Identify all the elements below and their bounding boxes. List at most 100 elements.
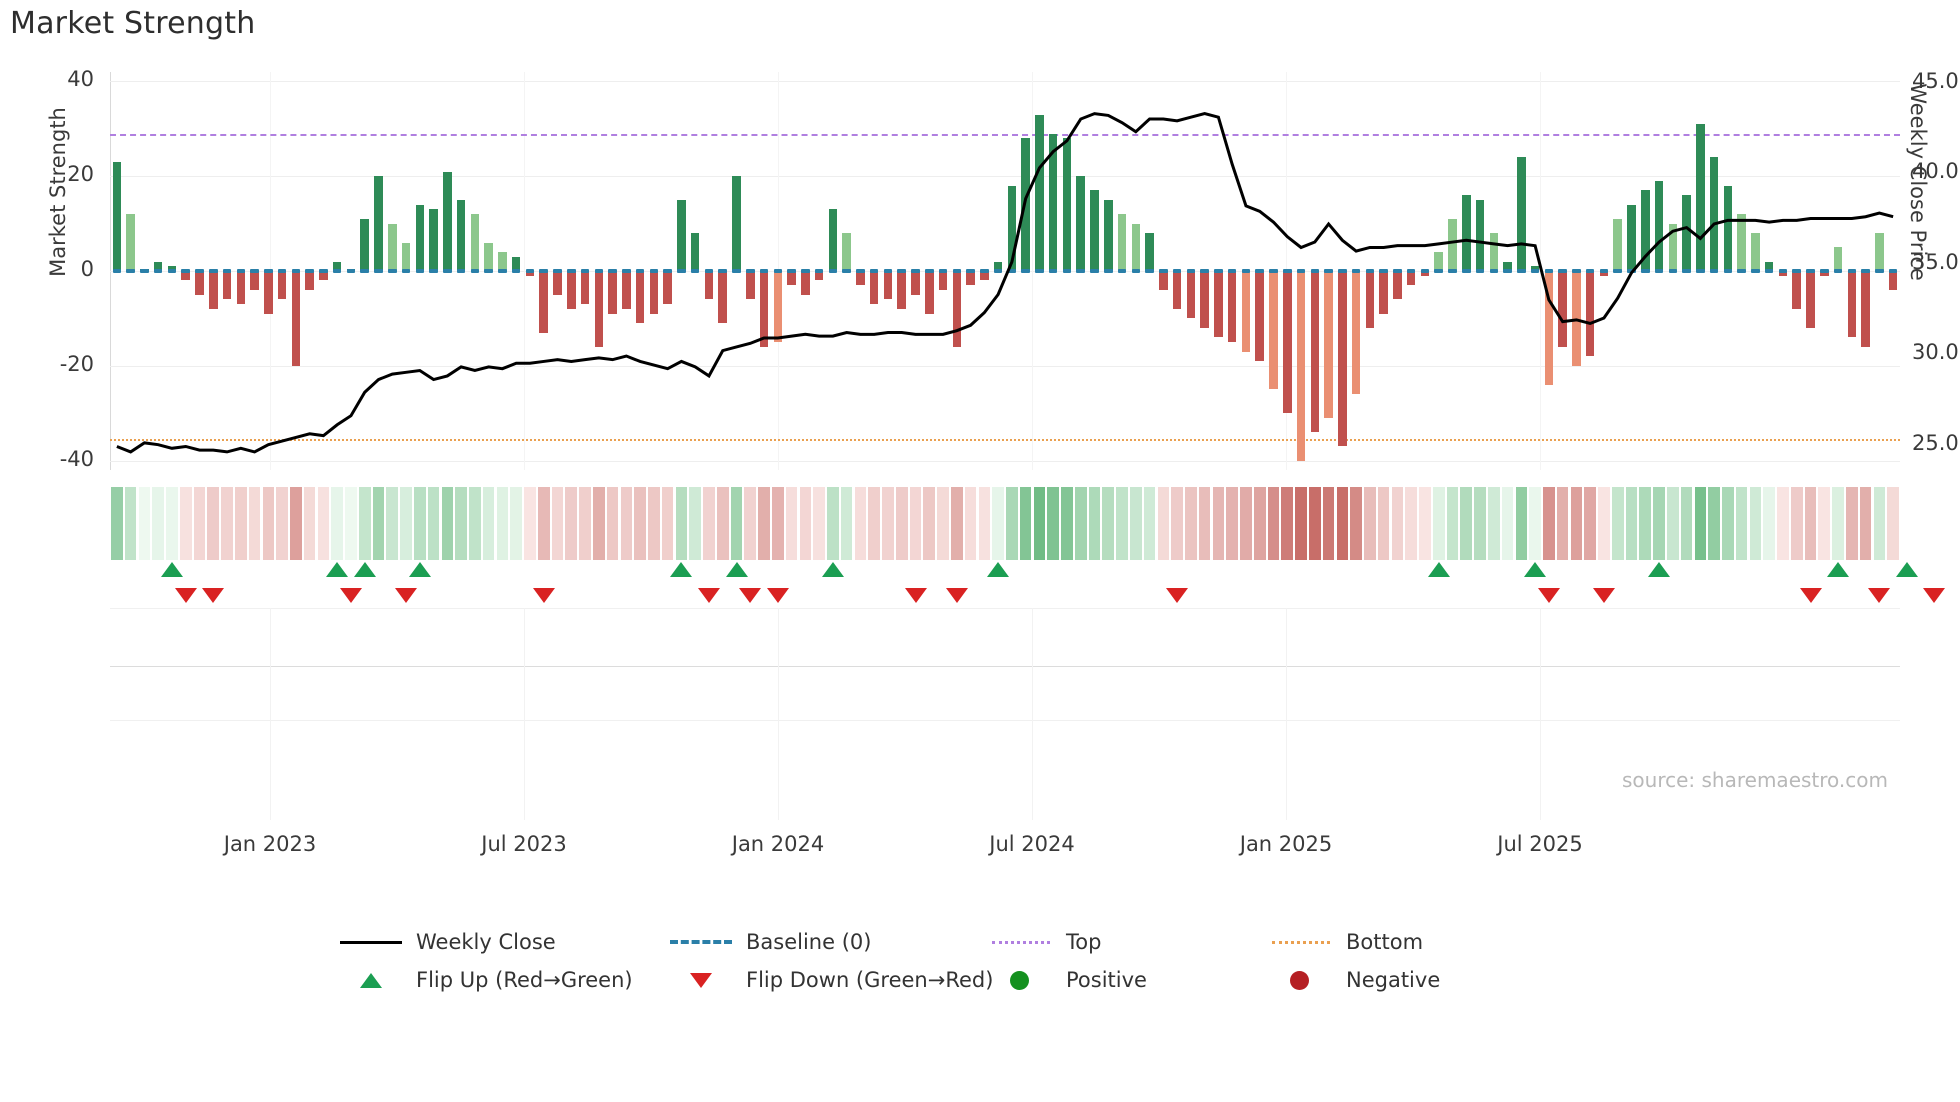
bar [938, 271, 948, 290]
bar [1558, 271, 1567, 347]
baseline-segment [869, 269, 879, 273]
flip-marker-rows [110, 560, 1946, 608]
heatmap-cell [290, 487, 302, 560]
heatmap-cell [1584, 487, 1596, 560]
bar [1764, 261, 1774, 271]
bar [1062, 138, 1072, 271]
heatmap-cell [882, 487, 894, 560]
baseline-segment [236, 269, 246, 273]
baseline-segment [1007, 269, 1017, 273]
heatmap-cell [1556, 487, 1569, 560]
heatmap-cell [1432, 487, 1445, 560]
heatmap-cell [1515, 487, 1528, 560]
y-tick-right: 45.00 [1912, 68, 1960, 93]
legend-item-bottom[interactable]: Bottom [1270, 930, 1423, 954]
baseline-segment [677, 269, 686, 273]
bar [1090, 190, 1099, 271]
heatmap-cell [138, 487, 151, 560]
bar [1351, 271, 1361, 395]
baseline-segment [1172, 269, 1182, 273]
heatmap-cell [414, 487, 426, 560]
page-title: Market Strength [10, 6, 256, 41]
flip-up-marker [408, 562, 431, 577]
heatmap-cell [1832, 487, 1844, 560]
heatmap-cell [868, 487, 880, 560]
baseline-segment [1751, 269, 1760, 273]
bar [1627, 204, 1636, 271]
heatmap-cell [1267, 487, 1280, 560]
bar [484, 242, 493, 271]
flip-down-marker [1537, 588, 1560, 603]
bar [814, 271, 824, 281]
bar [993, 261, 1003, 271]
baseline-segment [264, 269, 273, 273]
legend-item-flip-down-green-red[interactable]: Flip Down (Green→Red) [670, 968, 993, 992]
heatmap-cell [1212, 487, 1225, 560]
heatmap-cell [248, 487, 261, 560]
heatmap-cell [524, 487, 536, 560]
bar [663, 271, 672, 305]
legend-item-top[interactable]: Top [990, 930, 1101, 954]
heatmap-cell [1157, 487, 1170, 560]
legend-item-baseline-0[interactable]: Baseline (0) [670, 930, 871, 954]
legend-item-negative[interactable]: Negative [1270, 968, 1440, 992]
bar [1076, 176, 1085, 271]
baseline-segment [1214, 269, 1223, 273]
heatmap-cell [1639, 487, 1652, 560]
bar [1861, 271, 1870, 347]
baseline-segment [952, 269, 962, 273]
bar [567, 271, 576, 309]
bar [1117, 214, 1127, 271]
circle-icon [1270, 971, 1332, 990]
bar [277, 271, 287, 300]
bar [498, 252, 507, 271]
baseline-segment [1723, 269, 1733, 273]
heatmap-cell [345, 487, 357, 560]
heatmap-cell [1033, 487, 1046, 560]
heatmap-cell [1226, 487, 1238, 560]
dotted-line-icon [990, 933, 1052, 951]
baseline-segment [181, 269, 190, 273]
bar [1379, 271, 1388, 314]
heatmap-cell [1240, 487, 1252, 560]
bar [236, 271, 246, 305]
baseline-segment [801, 269, 810, 273]
heatmap-cell [579, 487, 591, 560]
heatmap-cell [758, 487, 770, 560]
heatmap-cell [923, 487, 936, 560]
bar [1365, 271, 1375, 328]
heatmap-cell [276, 487, 288, 560]
baseline-segment [828, 269, 838, 273]
heatmap-cell [235, 487, 247, 560]
heatmap-cell [634, 487, 646, 560]
baseline-segment [470, 269, 480, 273]
legend-item-flip-up-red-green[interactable]: Flip Up (Red→Green) [340, 968, 633, 992]
heatmap-cell [840, 487, 853, 560]
bar [195, 271, 204, 295]
flip-up-marker [1895, 562, 1918, 577]
bar [622, 271, 631, 309]
weekly-close-line [116, 112, 1894, 454]
heatmap-cell [1846, 487, 1858, 560]
reference-line-top [110, 133, 1900, 136]
bar [1668, 223, 1678, 271]
heatmap-cell [1543, 487, 1555, 560]
bar [1227, 271, 1237, 343]
baseline-segment [1021, 269, 1030, 273]
bar [1241, 271, 1251, 352]
baseline-segment [1296, 269, 1306, 273]
legend-item-positive[interactable]: Positive [990, 968, 1147, 992]
heatmap-cell [1322, 487, 1335, 560]
flip-down-marker [1923, 588, 1946, 603]
baseline-segment [1558, 269, 1567, 273]
flip-down-marker [1799, 588, 1822, 603]
legend-label: Negative [1346, 968, 1441, 992]
baseline-segment [622, 269, 631, 273]
legend-item-weekly-close[interactable]: Weekly Close [340, 930, 556, 954]
bar [1434, 252, 1443, 271]
x-tick-label: Jul 2025 [1497, 832, 1583, 856]
triangle-up-icon [340, 971, 402, 989]
heatmap-cell [620, 487, 633, 560]
baseline-segment [1406, 269, 1416, 273]
